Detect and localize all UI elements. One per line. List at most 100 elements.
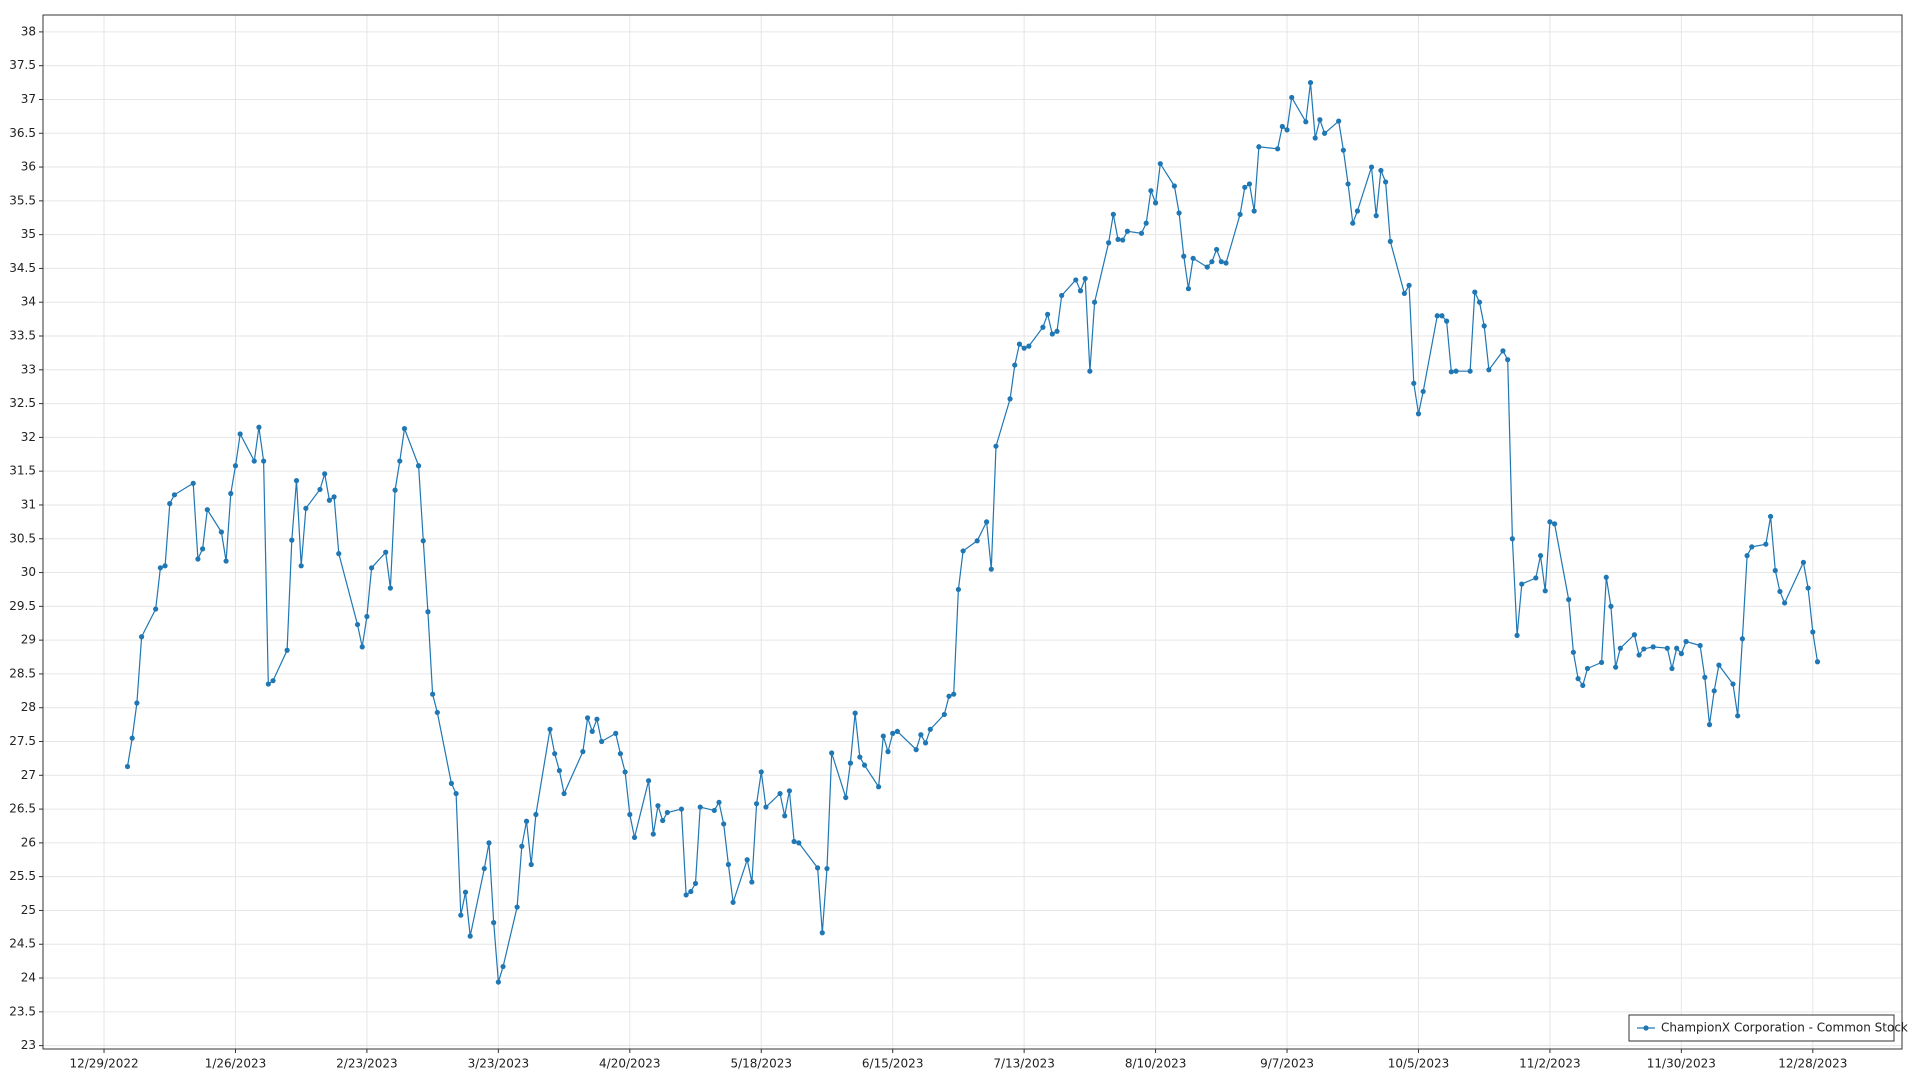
data-point bbox=[584, 715, 591, 721]
data-point bbox=[317, 486, 323, 493]
data-point bbox=[918, 732, 924, 738]
data-point bbox=[763, 804, 769, 810]
y-tick-label: 29.5 bbox=[9, 599, 36, 613]
data-point bbox=[1190, 255, 1196, 261]
data-point bbox=[289, 537, 295, 543]
data-point bbox=[1448, 369, 1454, 375]
data-point bbox=[1383, 179, 1389, 185]
data-point bbox=[1054, 328, 1060, 334]
data-point bbox=[1777, 588, 1783, 595]
data-point bbox=[167, 501, 173, 507]
series-line bbox=[126, 82, 1819, 983]
data-point bbox=[1284, 127, 1290, 133]
data-point bbox=[946, 693, 952, 699]
y-tick-label: 34.5 bbox=[9, 261, 36, 275]
plot-frame bbox=[42, 14, 1903, 1050]
data-point bbox=[195, 556, 201, 562]
data-point bbox=[1636, 652, 1642, 658]
data-point bbox=[993, 443, 999, 449]
y-tick-label: 30.5 bbox=[9, 531, 36, 545]
y-tick-label: 37 bbox=[21, 92, 36, 106]
data-point bbox=[880, 733, 886, 739]
data-point bbox=[814, 865, 821, 871]
data-point bbox=[1580, 682, 1586, 689]
data-point bbox=[1059, 292, 1065, 299]
data-point bbox=[1641, 646, 1647, 652]
data-point bbox=[1533, 575, 1539, 581]
data-point bbox=[415, 463, 422, 469]
data-point bbox=[955, 586, 962, 593]
data-point bbox=[1800, 559, 1807, 566]
data-point bbox=[1650, 644, 1656, 650]
data-point bbox=[697, 804, 703, 810]
y-tick-label: 25.5 bbox=[9, 869, 36, 883]
data-point bbox=[1345, 181, 1351, 187]
data-point bbox=[397, 458, 403, 464]
y-tick-label: 30 bbox=[21, 565, 36, 579]
data-point bbox=[885, 749, 891, 755]
data-point bbox=[533, 811, 539, 818]
y-tick-label: 35.5 bbox=[9, 193, 36, 207]
data-point bbox=[941, 711, 947, 718]
data-point bbox=[1406, 282, 1412, 288]
y-tick-label: 31 bbox=[21, 497, 36, 511]
x-tick-label: 11/30/2023 bbox=[1647, 1057, 1716, 1071]
data-point bbox=[1439, 313, 1445, 319]
data-point bbox=[1077, 288, 1084, 294]
data-point bbox=[495, 979, 501, 985]
y-tick-label: 32.5 bbox=[9, 396, 36, 410]
data-point bbox=[1613, 664, 1619, 670]
y-tick-label: 36.5 bbox=[9, 126, 36, 140]
data-point bbox=[1091, 299, 1098, 305]
data-point bbox=[1256, 144, 1262, 150]
data-point bbox=[730, 899, 736, 905]
data-point bbox=[1730, 681, 1736, 687]
x-tick-label: 5/18/2023 bbox=[730, 1057, 792, 1071]
y-tick-label: 35 bbox=[21, 227, 36, 241]
data-point bbox=[1542, 588, 1548, 594]
data-point bbox=[1176, 210, 1182, 216]
data-point bbox=[1279, 123, 1285, 130]
data-point bbox=[1411, 380, 1417, 386]
data-point bbox=[1617, 645, 1623, 651]
data-point bbox=[716, 799, 722, 805]
data-point bbox=[1476, 299, 1483, 305]
legend-box bbox=[1628, 1014, 1895, 1042]
data-point bbox=[153, 606, 159, 612]
data-point bbox=[1608, 603, 1614, 609]
data-point bbox=[1110, 211, 1116, 217]
data-point bbox=[392, 487, 398, 493]
data-point bbox=[1214, 246, 1220, 253]
data-point bbox=[1021, 345, 1027, 351]
x-tick-label: 11/2/2023 bbox=[1519, 1057, 1581, 1071]
data-point bbox=[1317, 117, 1323, 123]
data-point bbox=[157, 565, 163, 571]
data-point bbox=[1340, 147, 1346, 153]
data-point bbox=[1575, 676, 1581, 682]
data-point bbox=[1481, 323, 1487, 329]
data-point bbox=[1674, 645, 1680, 651]
y-tick-label: 28.5 bbox=[9, 666, 36, 680]
data-point bbox=[1138, 230, 1145, 236]
x-tick-label: 7/13/2023 bbox=[993, 1057, 1055, 1071]
data-point bbox=[1209, 259, 1215, 265]
data-point bbox=[1472, 289, 1478, 295]
data-point bbox=[1420, 388, 1426, 395]
data-point bbox=[1307, 79, 1314, 86]
data-point bbox=[1702, 674, 1708, 680]
data-point bbox=[293, 478, 300, 484]
data-point bbox=[1321, 130, 1328, 136]
y-tick-label: 26 bbox=[21, 835, 36, 849]
data-point bbox=[1242, 184, 1248, 190]
data-point bbox=[1772, 567, 1778, 574]
data-point bbox=[1552, 521, 1558, 527]
data-point bbox=[1810, 629, 1816, 635]
data-point bbox=[387, 585, 393, 591]
data-point bbox=[922, 740, 929, 746]
data-point bbox=[1007, 396, 1013, 402]
data-point bbox=[1669, 665, 1675, 672]
data-point bbox=[688, 888, 694, 895]
data-point bbox=[256, 424, 262, 430]
data-point bbox=[1547, 519, 1553, 525]
data-point bbox=[1012, 362, 1018, 368]
